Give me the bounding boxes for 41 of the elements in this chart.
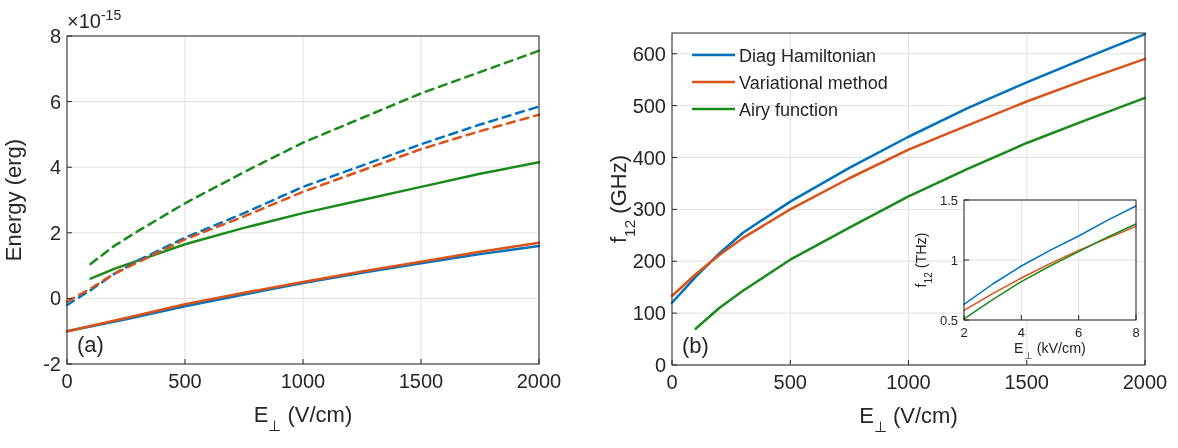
y-tick-label: 6 bbox=[49, 90, 61, 113]
y-tick-label: 1.5 bbox=[939, 192, 958, 208]
annotation: (a) bbox=[77, 332, 104, 357]
y-tick-label: 0.5 bbox=[939, 312, 958, 328]
x-tick-label: 1000 bbox=[886, 371, 931, 393]
x-tick-label: 500 bbox=[168, 370, 202, 392]
x-axis-title: E$_{⊥}$ (V/cm) bbox=[859, 403, 958, 435]
legend-label: Variational method bbox=[739, 73, 888, 93]
x-tick-label: 1000 bbox=[280, 370, 326, 392]
line-series bbox=[89, 161, 541, 280]
line-series bbox=[963, 205, 1137, 306]
y-tick-label: 2 bbox=[49, 221, 61, 244]
y-tick-label: 0 bbox=[49, 287, 61, 310]
x-axis-title: E$_{⊥}$ (kV/cm) bbox=[1014, 339, 1086, 360]
y-tick-label: 100 bbox=[632, 302, 666, 325]
legend-label: Diag Hamiltonian bbox=[739, 46, 877, 66]
y-tick-label: 500 bbox=[632, 94, 666, 117]
x-tick-label: 1500 bbox=[1004, 371, 1049, 393]
annotation: (b) bbox=[682, 333, 709, 358]
legend-label: Airy function bbox=[739, 100, 839, 120]
y-tick-label: 200 bbox=[632, 250, 666, 273]
y-tick-label: -2 bbox=[43, 353, 61, 375]
y-tick-label: 600 bbox=[632, 42, 666, 65]
y-tick-label: 400 bbox=[632, 146, 666, 169]
text: ×10$^{-15}$ bbox=[67, 7, 122, 32]
x-tick-label: 1500 bbox=[398, 370, 444, 392]
line-series bbox=[89, 49, 541, 266]
x-tick-label: 2000 bbox=[1122, 371, 1168, 393]
line-series bbox=[694, 96, 1147, 330]
y-axis-title: Energy (erg) bbox=[1, 138, 26, 262]
y-tick-label: 4 bbox=[49, 156, 61, 179]
x-tick-label: 4 bbox=[1017, 325, 1025, 340]
x-tick-label: 2 bbox=[960, 325, 968, 340]
x-tick-label: 500 bbox=[773, 371, 807, 393]
x-tick-label: 6 bbox=[1075, 325, 1083, 340]
y-tick-label: 0 bbox=[654, 354, 666, 376]
x-tick-label: 2000 bbox=[516, 370, 562, 392]
x-tick-label: 8 bbox=[1132, 325, 1140, 340]
x-axis-title: E$_{⊥}$ (V/cm) bbox=[253, 402, 353, 434]
y-tick-label: 1 bbox=[950, 252, 958, 268]
y-tick-label: 8 bbox=[49, 25, 61, 47]
